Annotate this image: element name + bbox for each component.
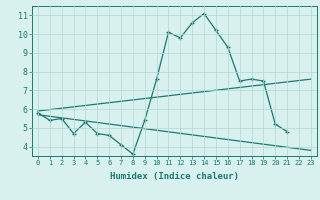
X-axis label: Humidex (Indice chaleur): Humidex (Indice chaleur) — [110, 172, 239, 181]
